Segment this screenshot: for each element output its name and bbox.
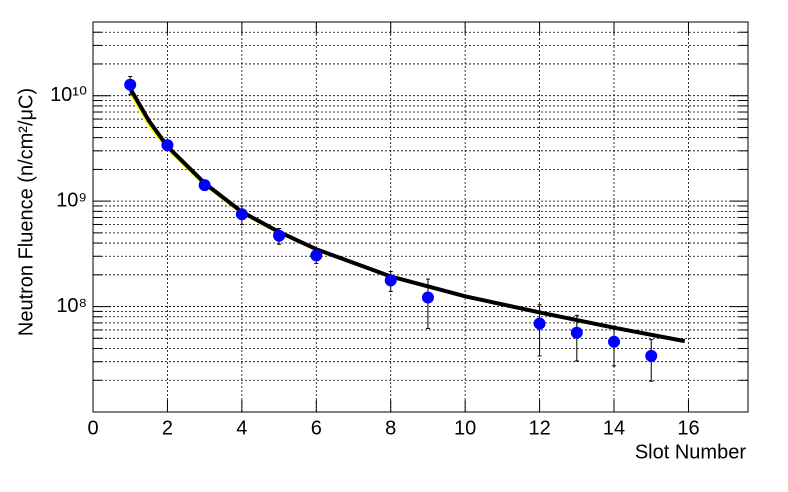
x-tick-label: 12 xyxy=(528,417,550,439)
x-tick-label: 14 xyxy=(603,417,625,439)
data-point xyxy=(273,229,286,242)
fit-line xyxy=(128,87,686,344)
x-axis-label: Slot Number xyxy=(635,441,746,463)
y-tick-label: 10¹⁰ xyxy=(50,84,87,106)
data-point xyxy=(570,326,583,339)
data-point xyxy=(421,291,434,304)
data-point xyxy=(161,139,174,152)
fit-band xyxy=(130,86,685,343)
y-tick-label: 10⁹ xyxy=(56,189,87,211)
data-point xyxy=(235,208,248,221)
y-tick-label: 10⁸ xyxy=(56,295,87,317)
x-tick-label: 4 xyxy=(236,417,247,439)
x-tick-label: 0 xyxy=(87,417,98,439)
x-tick-label: 2 xyxy=(162,417,173,439)
data-point xyxy=(533,317,546,330)
x-tick-label: 6 xyxy=(311,417,322,439)
y-axis-label: Neutron Fluence (n/cm²/μC) xyxy=(15,88,37,336)
x-tick-label: 8 xyxy=(385,417,396,439)
data-point xyxy=(608,335,621,348)
data-point xyxy=(310,249,323,262)
data-point xyxy=(124,78,137,91)
x-tick-label: 10 xyxy=(454,417,476,439)
plot-frame xyxy=(92,21,749,413)
data-point xyxy=(198,179,211,192)
data-point xyxy=(645,349,658,362)
x-tick-label: 16 xyxy=(677,417,699,439)
data-point xyxy=(384,274,397,287)
